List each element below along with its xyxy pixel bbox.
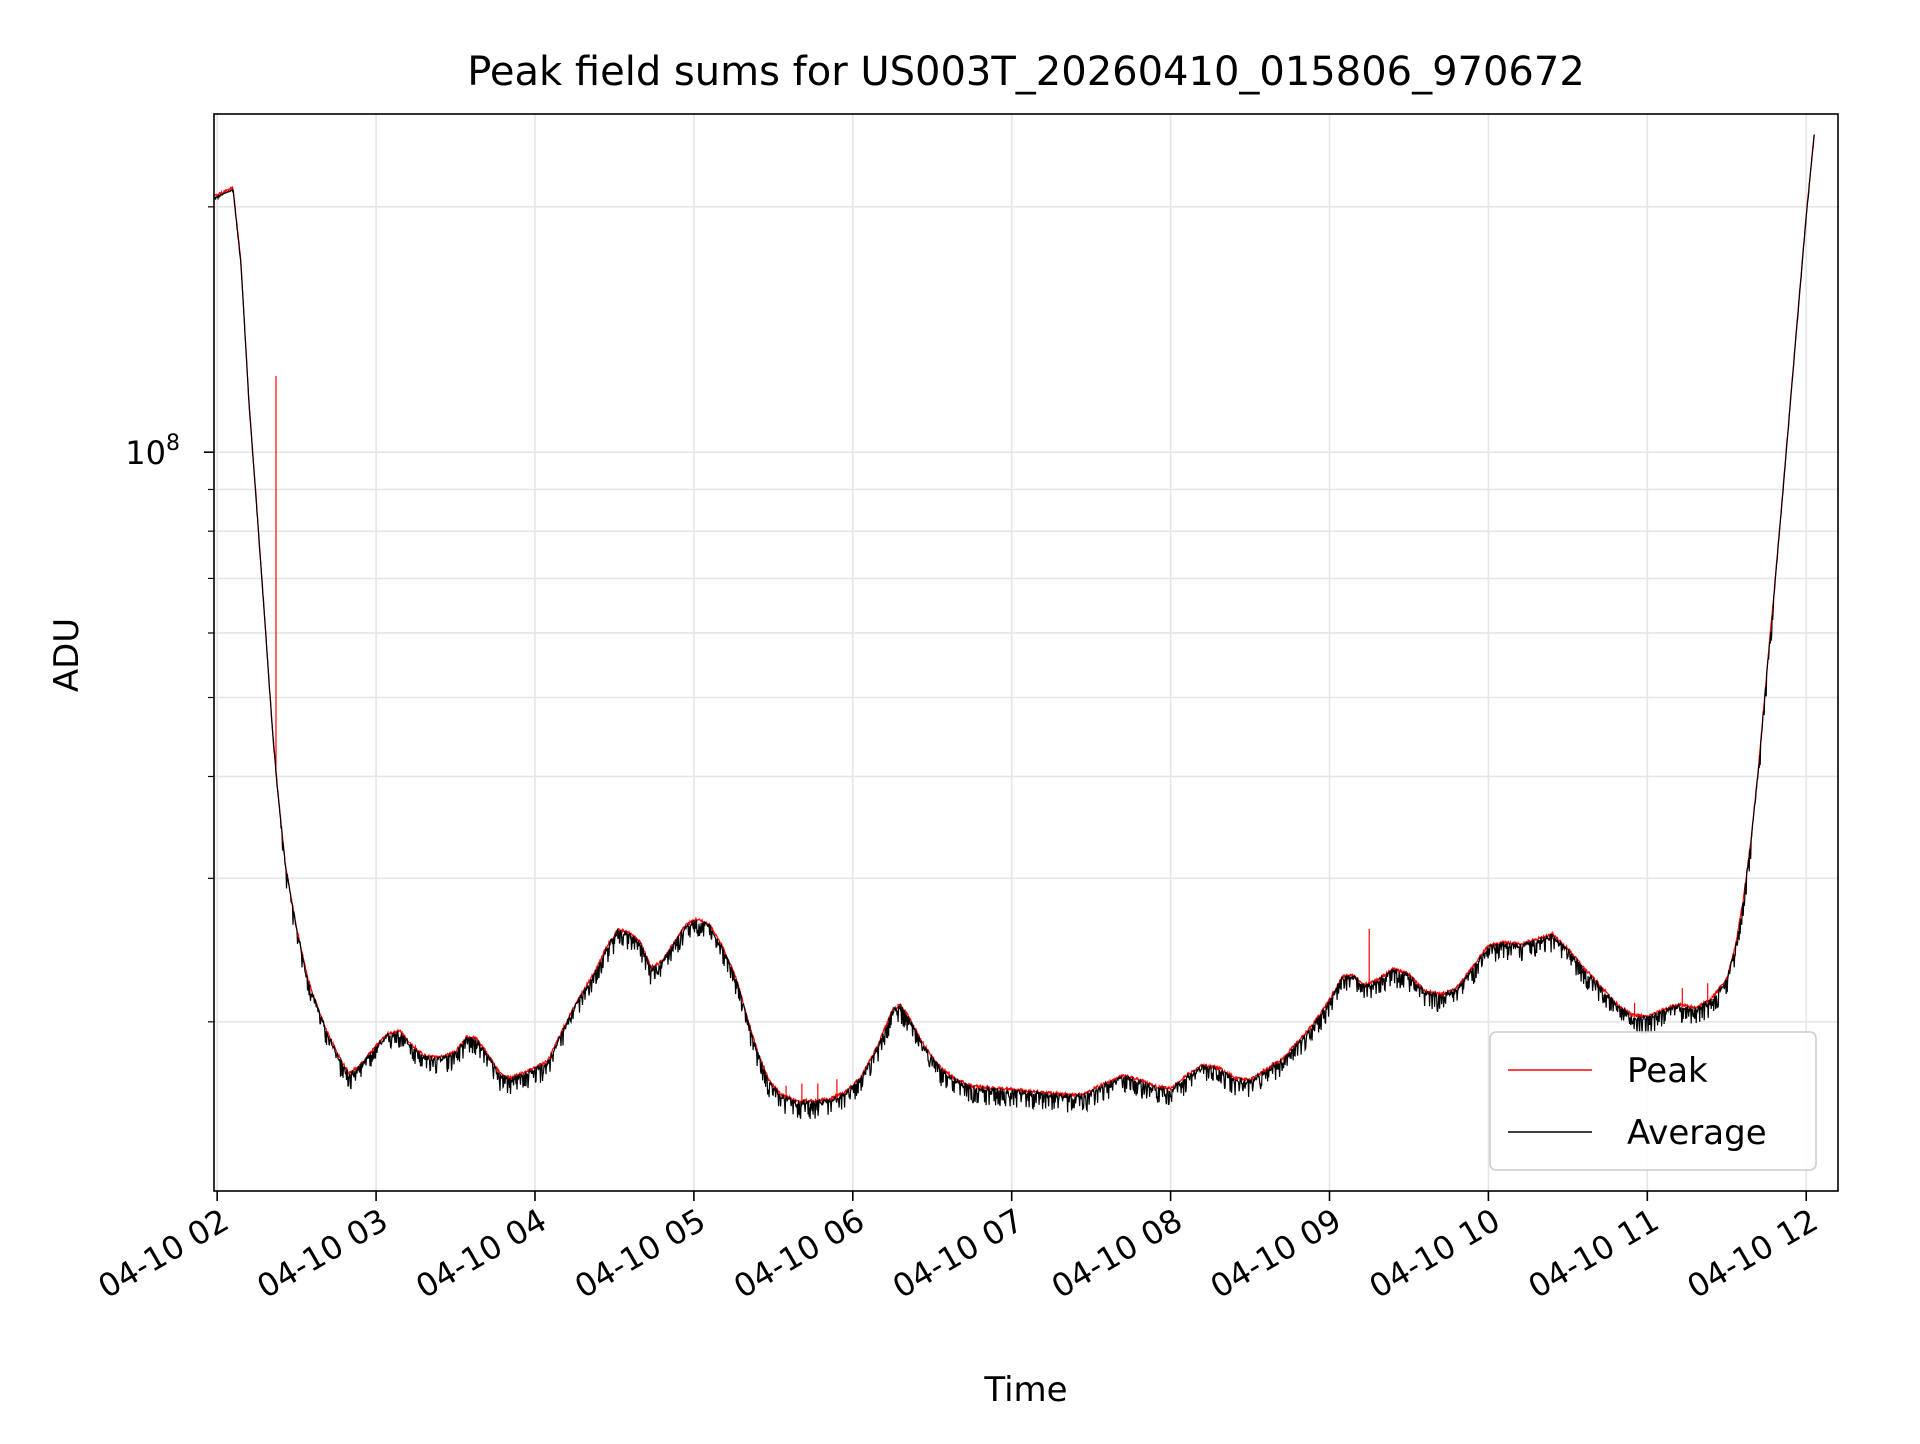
series-line-peak [214, 134, 1815, 1105]
legend-label-peak: Peak [1627, 1051, 1708, 1091]
plot-frame [213, 113, 1839, 1192]
legend-box [1489, 1031, 1817, 1171]
legend-label-average: Average [1627, 1113, 1767, 1153]
chart-title: Peak field sums for US003T_20260410_0158… [467, 49, 1585, 95]
y-axis-label: ADU [47, 618, 87, 692]
y-axis: 108 [125, 206, 214, 1023]
y-tick-label: 108 [125, 431, 180, 472]
series-group [214, 134, 1815, 1120]
x-axis-label: Time [983, 1370, 1067, 1410]
legend: Peak Average [1489, 1031, 1817, 1171]
series-line-average [214, 134, 1815, 1120]
grid [214, 114, 1838, 1191]
